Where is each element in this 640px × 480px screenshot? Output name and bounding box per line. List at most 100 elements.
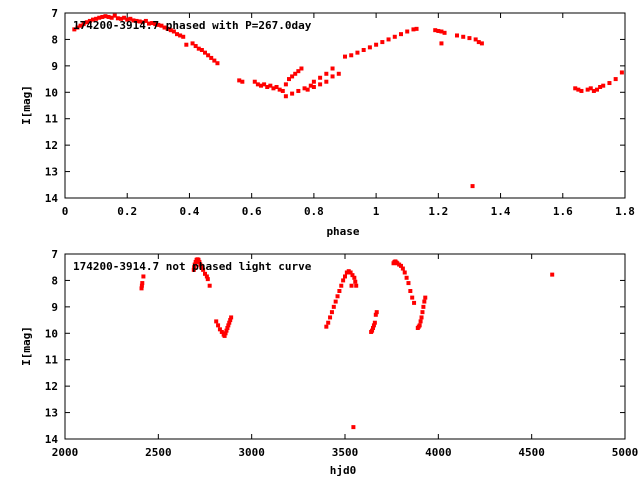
data-point bbox=[354, 283, 359, 288]
data-point bbox=[265, 85, 270, 89]
data-point bbox=[335, 294, 340, 299]
data-point bbox=[103, 14, 108, 19]
data-point bbox=[229, 315, 234, 320]
data-point bbox=[348, 270, 353, 275]
data-point bbox=[237, 78, 242, 83]
data-point bbox=[150, 21, 155, 26]
data-point bbox=[199, 265, 204, 270]
data-point bbox=[184, 42, 189, 47]
data-point bbox=[305, 87, 310, 92]
data-point bbox=[147, 21, 151, 26]
x-tick-label: 1.8 bbox=[615, 205, 635, 218]
data-point bbox=[402, 270, 407, 275]
y-tick-label: 9 bbox=[51, 301, 58, 314]
data-point bbox=[193, 259, 198, 264]
data-point bbox=[355, 50, 360, 55]
x-tick-label: 3000 bbox=[238, 446, 265, 459]
data-point bbox=[290, 74, 295, 79]
data-point bbox=[115, 16, 120, 21]
data-point bbox=[331, 304, 336, 309]
data-point bbox=[206, 53, 211, 58]
data-point bbox=[175, 32, 179, 37]
data-point bbox=[461, 34, 466, 39]
data-point bbox=[296, 88, 301, 93]
data-point bbox=[613, 77, 618, 82]
chart-title: 174200-3914.7 phased with P=267.0day bbox=[73, 19, 312, 32]
data-point bbox=[326, 320, 331, 325]
data-point bbox=[134, 18, 139, 23]
data-point bbox=[277, 87, 282, 92]
data-point bbox=[75, 25, 80, 30]
data-point bbox=[598, 85, 603, 89]
data-point bbox=[225, 326, 230, 330]
y-tick-label: 14 bbox=[45, 192, 59, 205]
x-tick-label: 1.4 bbox=[491, 205, 511, 218]
data-point bbox=[197, 259, 202, 264]
data-point bbox=[196, 257, 201, 262]
data-point bbox=[328, 315, 333, 320]
x-tick-label: 4500 bbox=[518, 446, 545, 459]
data-point bbox=[139, 286, 144, 291]
data-point bbox=[337, 289, 342, 293]
data-point bbox=[178, 33, 183, 38]
data-point bbox=[423, 295, 428, 300]
data-point bbox=[283, 94, 288, 99]
data-point bbox=[311, 79, 316, 84]
data-point bbox=[405, 29, 410, 34]
y-tick-label: 7 bbox=[51, 7, 58, 20]
data-point bbox=[217, 327, 222, 332]
y-tick-label: 10 bbox=[45, 327, 58, 340]
data-point bbox=[91, 17, 95, 22]
data-point bbox=[128, 16, 133, 21]
data-point bbox=[433, 28, 438, 33]
data-point bbox=[573, 86, 578, 91]
data-point bbox=[196, 46, 201, 51]
y-tick-label: 7 bbox=[51, 248, 58, 261]
data-point bbox=[106, 14, 111, 19]
data-point bbox=[143, 18, 148, 23]
data-point bbox=[224, 328, 229, 333]
data-point bbox=[371, 326, 375, 330]
data-point bbox=[181, 34, 186, 39]
y-tick-label: 8 bbox=[51, 274, 58, 287]
x-tick-label: 1.6 bbox=[553, 205, 573, 218]
x-tick-label: 0 bbox=[62, 205, 69, 218]
data-point bbox=[349, 283, 354, 288]
data-point bbox=[330, 66, 335, 71]
data-point bbox=[386, 37, 391, 42]
data-point bbox=[165, 26, 170, 31]
data-point bbox=[112, 13, 117, 18]
data-point bbox=[311, 85, 316, 89]
data-point bbox=[190, 41, 195, 46]
data-point bbox=[271, 86, 276, 91]
data-point bbox=[280, 88, 285, 93]
data-point bbox=[339, 283, 344, 288]
data-point bbox=[203, 271, 207, 276]
data-point bbox=[139, 283, 144, 288]
y-axis: 7 8 9 10 11 12 13 14 bbox=[45, 7, 625, 205]
data-point bbox=[439, 29, 444, 34]
data-point bbox=[308, 83, 313, 88]
data-point bbox=[215, 61, 220, 66]
data-point bbox=[226, 323, 231, 328]
data-point bbox=[159, 23, 164, 28]
x-tick-label: 0.8 bbox=[304, 205, 324, 218]
plot-frame bbox=[64, 12, 626, 199]
data-point bbox=[199, 48, 204, 52]
data-point bbox=[100, 14, 105, 19]
data-point bbox=[252, 79, 257, 84]
data-point bbox=[591, 88, 596, 93]
x-tick-label: 0.2 bbox=[117, 205, 137, 218]
y-axis: 7 8 9 10 11 12 13 14 bbox=[45, 248, 625, 446]
data-point bbox=[479, 41, 484, 46]
data-point bbox=[324, 71, 329, 76]
data-point bbox=[191, 267, 196, 272]
data-point bbox=[352, 275, 357, 280]
data-point bbox=[268, 83, 273, 88]
data-point bbox=[436, 28, 441, 33]
x-tick-label: 2500 bbox=[145, 446, 172, 459]
data-point bbox=[219, 329, 224, 334]
data-point bbox=[287, 77, 291, 82]
data-point bbox=[380, 40, 385, 45]
data-point bbox=[125, 17, 130, 22]
